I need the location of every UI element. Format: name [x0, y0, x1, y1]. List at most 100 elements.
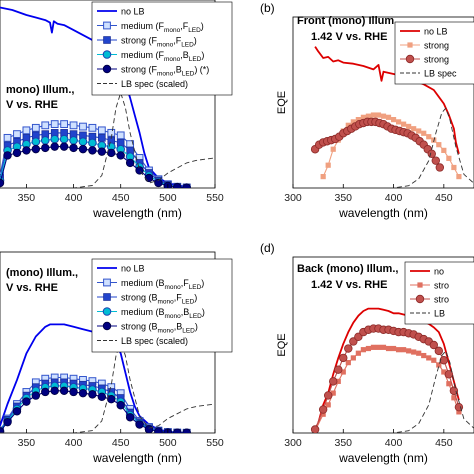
legend-label-part: strong (B: [121, 293, 158, 303]
legend-swatch-marker: [417, 282, 423, 288]
x-tick-label: 350: [18, 437, 36, 449]
panel-d-tag: (d): [260, 241, 275, 255]
data-point: [60, 120, 69, 128]
data-point: [335, 378, 341, 384]
chart-title-line: Front (mono) Illum.,: [297, 15, 400, 27]
legend-label-part: LED: [182, 71, 195, 78]
legend-label-part: mono: [164, 56, 181, 63]
x-tick-label: 400: [65, 437, 83, 449]
data-point: [370, 344, 377, 350]
data-point: [370, 112, 377, 118]
legend-label-part: mono: [165, 284, 182, 291]
legend-entry: strong (Fmono,BLED) (*): [121, 65, 209, 78]
x-tick-label: 450: [435, 192, 453, 204]
data-point: [3, 133, 12, 142]
data-point: [344, 344, 353, 353]
legend: no LB strong strong LB spec: [394, 21, 474, 85]
legend-entry: stro: [434, 281, 449, 291]
data-point: [50, 134, 59, 144]
chart-title-line: (mono) Illum.,: [6, 267, 78, 279]
data-point: [431, 357, 437, 363]
data-point: [144, 173, 154, 183]
data-point: [421, 130, 427, 136]
data-point: [375, 344, 382, 350]
data-point: [406, 123, 412, 130]
legend-entry: strong (Bmono,FLED): [121, 293, 197, 306]
y-axis-label: EQE: [276, 333, 288, 356]
data-point: [434, 346, 444, 356]
data-point: [426, 134, 432, 140]
legend-label-part: ): [194, 293, 197, 303]
legend-entry: strong: [424, 41, 449, 51]
plot-area: [293, 307, 474, 433]
legend-label-part: ): [201, 21, 204, 31]
legend-label-part: medium (B: [121, 307, 165, 317]
legend-label-part: ,F: [180, 21, 189, 31]
data-point: [325, 162, 331, 168]
data-point: [339, 353, 348, 363]
data-point: [323, 391, 333, 400]
legend-label-part: LED: [182, 328, 195, 335]
data-point: [401, 121, 407, 127]
data-point: [441, 369, 447, 375]
legend-label-part: ,F: [181, 278, 190, 288]
data-point: [390, 117, 397, 123]
series-c-4: [0, 386, 191, 433]
legend-label-part: ): [202, 307, 205, 317]
data-point: [41, 143, 50, 153]
data-point: [3, 417, 12, 427]
data-point: [411, 126, 417, 132]
data-point: [0, 178, 5, 188]
data-point: [173, 183, 182, 188]
data-point: [435, 163, 445, 172]
data-point: [436, 142, 442, 148]
x-axis-label: wavelength (nm): [338, 451, 428, 465]
chart-title-line: mono) Illum.,: [6, 84, 74, 96]
data-point: [329, 377, 338, 386]
chart-title-line: 1.42 V vs. RHE: [311, 279, 387, 291]
x-tick-label: 450: [112, 192, 130, 204]
data-point: [365, 345, 372, 352]
x-tick-label: 450: [435, 437, 453, 449]
data-point: [173, 428, 182, 433]
data-point: [451, 395, 457, 401]
data-point: [135, 166, 144, 175]
x-axis-label: wavelength (nm): [338, 206, 428, 220]
legend-entry: medium (Fmono,BLED): [121, 50, 204, 63]
chart-panel-c: 350 400 450 500 550 wavelength (nm) (mono) Ill…: [0, 251, 233, 465]
data-point: [59, 134, 69, 144]
data-point: [0, 427, 5, 433]
legend-label-part: ,F: [173, 36, 182, 46]
data-point: [31, 123, 40, 132]
data-point: [41, 121, 50, 130]
legend-label-part: ,B: [181, 307, 190, 317]
series-line: [293, 107, 474, 188]
data-point: [97, 392, 107, 401]
data-point: [13, 130, 21, 139]
series-d-3: [293, 350, 474, 433]
data-point: [154, 427, 163, 433]
data-point: [406, 348, 412, 354]
chart-title-line: V vs. RHE: [6, 99, 58, 111]
x-tick-label: 400: [65, 192, 83, 204]
legend-entry: no LB: [121, 7, 145, 17]
legend-label-part: medium (F: [121, 21, 165, 31]
legend-swatch-marker: [102, 321, 112, 331]
legend-swatch-marker: [102, 50, 112, 59]
legend-label-part: medium (F: [121, 50, 165, 60]
series-line: [314, 346, 460, 431]
legend-entry: medium (Bmono,FLED): [121, 278, 204, 291]
data-point: [69, 121, 78, 130]
legend-box: [404, 261, 474, 325]
x-axis-label: wavelength (nm): [92, 451, 182, 465]
legend-box: [91, 258, 233, 353]
data-point: [355, 117, 361, 123]
legend-entry: LB: [434, 309, 445, 319]
legend-label-part: ): [195, 322, 198, 332]
legend-label-part: medium (B: [121, 278, 165, 288]
x-tick-label: 500: [159, 437, 177, 449]
data-point: [350, 119, 356, 125]
data-point: [31, 137, 41, 146]
legend-swatch-marker: [407, 42, 413, 48]
legend-entry: LB spec (scaled): [121, 79, 188, 89]
